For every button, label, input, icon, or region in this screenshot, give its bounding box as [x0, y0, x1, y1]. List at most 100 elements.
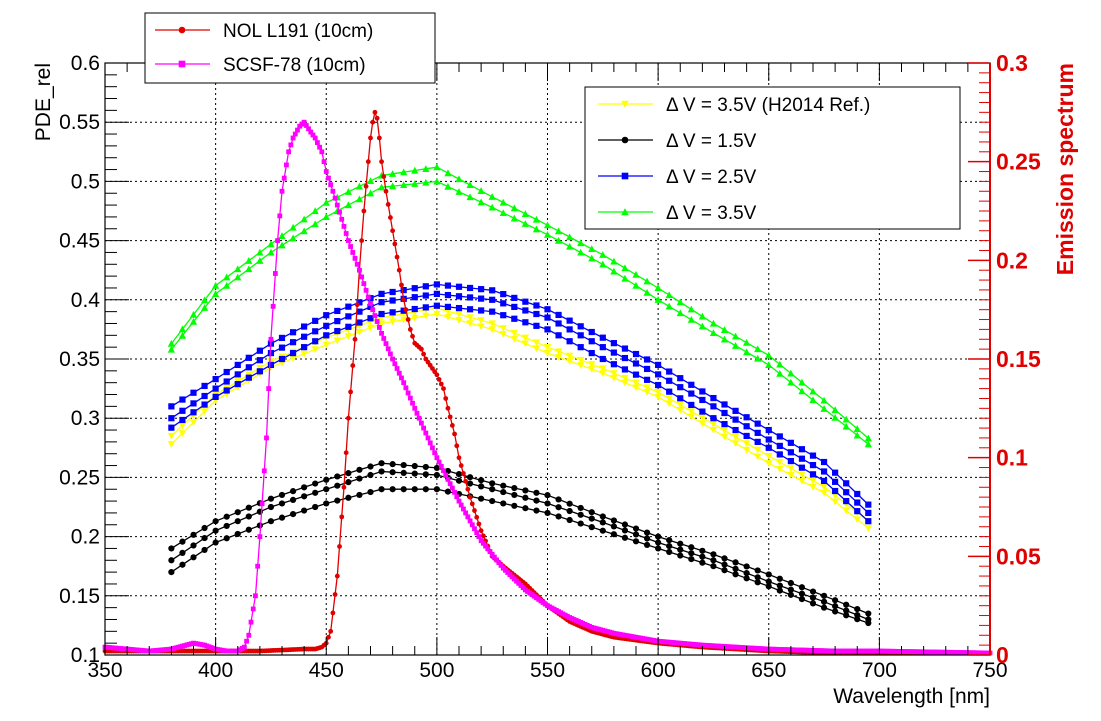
data-point [621, 136, 629, 144]
data-point [469, 501, 475, 507]
data-point [301, 344, 308, 351]
data-point [632, 281, 640, 289]
data-point [200, 304, 209, 311]
data-point [179, 549, 186, 556]
data-point [400, 316, 408, 324]
data-point [334, 327, 341, 335]
data-point [765, 426, 772, 434]
data-point [577, 248, 585, 256]
x-tick-label: 600 [641, 659, 676, 682]
data-point [743, 348, 751, 356]
data-point [731, 342, 740, 349]
data-point [832, 597, 839, 604]
data-point [787, 591, 794, 598]
data-point [809, 600, 817, 607]
data-point [776, 459, 784, 466]
data-point [422, 486, 429, 493]
data-point [599, 355, 606, 363]
data-point [610, 517, 617, 524]
data-point [688, 555, 695, 563]
y2-tick-label: 0.05 [996, 543, 1041, 569]
data-point [698, 312, 706, 320]
y-tick-label: 0.3 [71, 407, 100, 430]
data-point [310, 132, 316, 138]
data-point [466, 193, 474, 201]
data-point [301, 119, 307, 125]
data-point [655, 381, 662, 389]
data-point [864, 525, 872, 533]
data-point [355, 328, 364, 336]
data-point [566, 507, 573, 515]
data-point [328, 628, 334, 634]
data-point [301, 323, 308, 330]
data-point [201, 546, 208, 554]
data-point [356, 308, 363, 315]
data-point [621, 366, 629, 373]
data-point [385, 346, 391, 352]
data-point [521, 220, 529, 227]
data-point [687, 413, 695, 421]
data-point [677, 540, 684, 547]
data-point [376, 325, 382, 330]
data-point [698, 414, 706, 422]
data-point [478, 483, 485, 490]
data-point [234, 371, 241, 378]
data-point [234, 265, 242, 273]
data-point [377, 320, 386, 328]
data-point [776, 575, 783, 582]
legend-pde-entry-label: Δ V = 3.5V [666, 203, 757, 224]
pde-series-line [170, 180, 869, 445]
data-point [820, 489, 828, 497]
data-point [334, 497, 341, 504]
data-point [832, 608, 839, 615]
data-point [521, 210, 529, 217]
data-point [372, 313, 378, 318]
data-point [312, 503, 319, 511]
data-point [754, 567, 761, 574]
data-point [374, 115, 380, 121]
data-point [492, 554, 497, 560]
data-point [699, 408, 706, 415]
data-point [854, 616, 861, 623]
data-point [478, 295, 485, 302]
data-point [820, 592, 828, 599]
data-point [345, 479, 352, 486]
data-point [465, 486, 471, 492]
data-point [399, 375, 404, 381]
data-point [798, 378, 806, 386]
data-point [588, 361, 596, 368]
data-point [809, 588, 817, 595]
data-point [632, 360, 640, 367]
data-point [212, 376, 219, 383]
data-point [832, 603, 839, 610]
data-point [256, 248, 264, 256]
data-point [588, 338, 595, 345]
data-point [334, 318, 341, 325]
data-point [345, 238, 351, 243]
data-point [444, 169, 452, 177]
x-tick-label: 550 [530, 659, 565, 682]
data-point [654, 284, 662, 292]
data-point [245, 265, 253, 273]
data-point [455, 317, 463, 324]
data-point [831, 413, 839, 421]
data-point [798, 471, 806, 479]
data-point [621, 208, 629, 216]
data-point [326, 175, 331, 181]
data-point [272, 271, 278, 276]
data-point [499, 331, 507, 338]
data-point [189, 310, 198, 318]
data-point [255, 563, 261, 569]
data-point [300, 227, 308, 235]
data-point [455, 311, 463, 318]
data-point [554, 236, 563, 244]
data-point [743, 446, 751, 454]
data-point [363, 287, 369, 293]
data-point [654, 393, 662, 401]
data-point [356, 491, 363, 499]
data-point [300, 350, 308, 358]
data-point [489, 480, 496, 487]
data-point [411, 166, 419, 174]
legend-emission-box [144, 12, 436, 84]
data-point [610, 531, 617, 538]
